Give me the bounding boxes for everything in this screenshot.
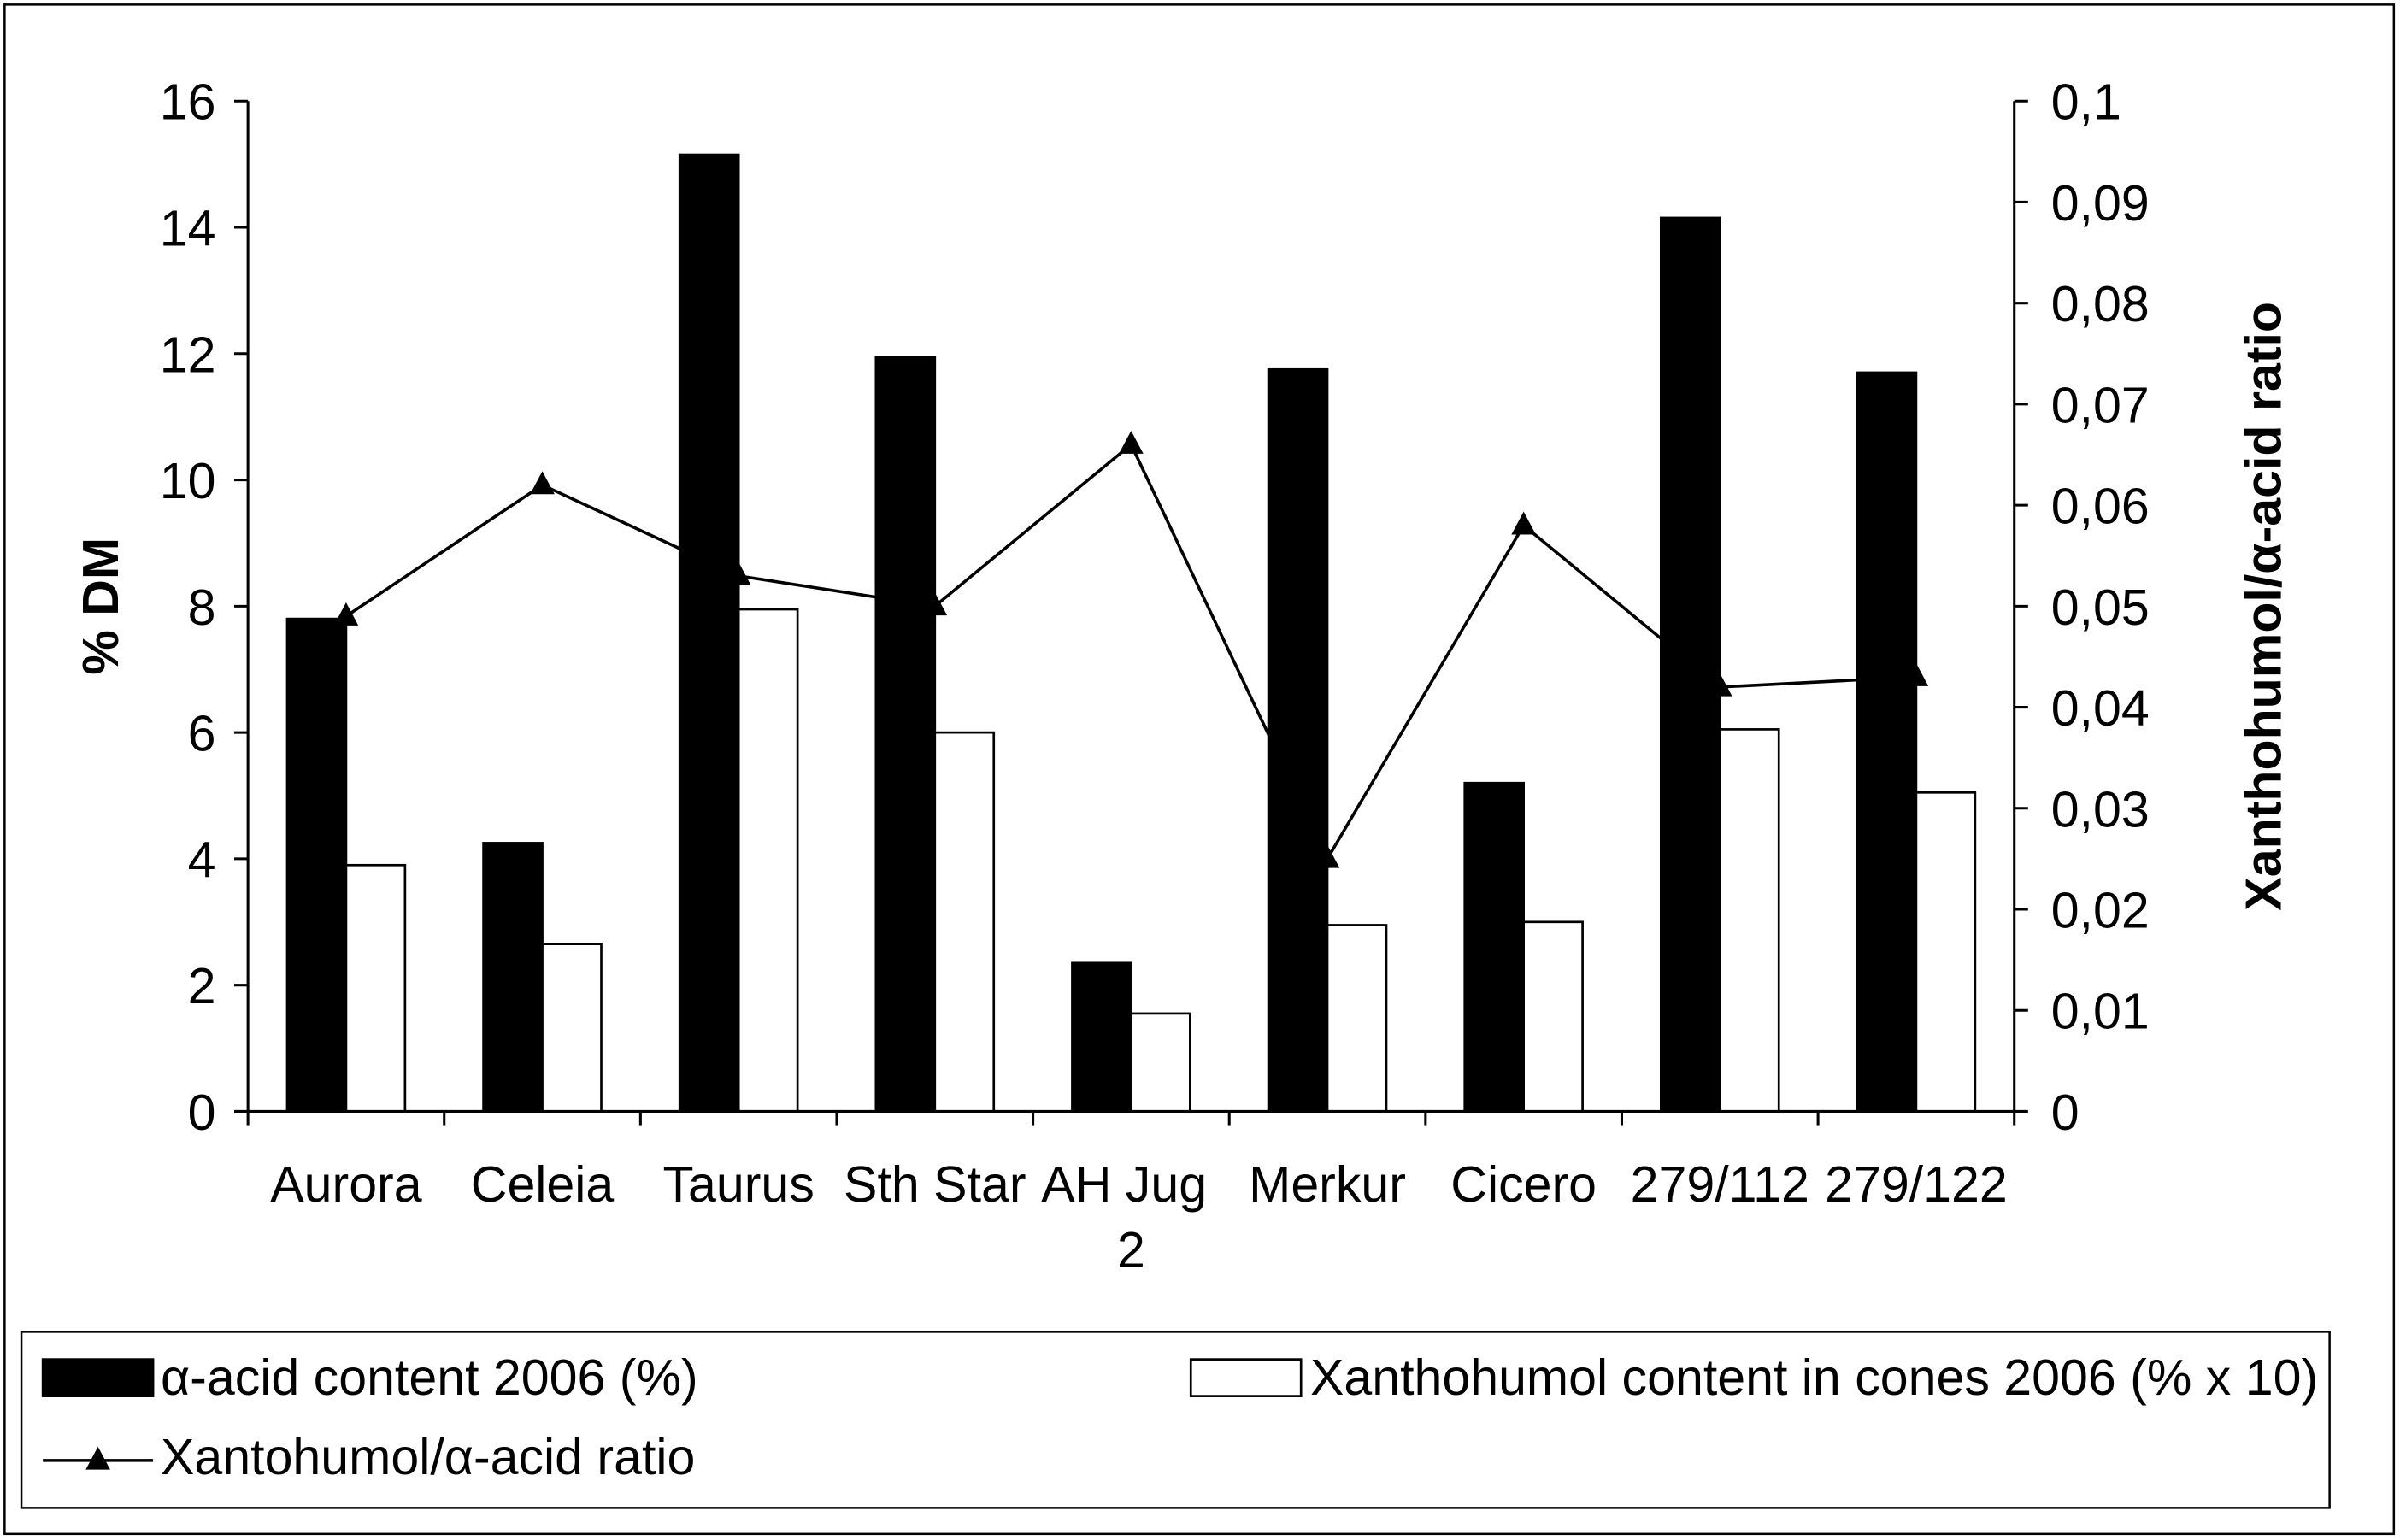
y2-tick-label: 0,02: [2051, 881, 2150, 938]
y-tick-label: 6: [188, 705, 216, 762]
ratio-marker: [333, 602, 359, 626]
xanthohumol-bar: [1130, 1012, 1191, 1113]
alpha-acid-bar: [678, 153, 740, 1113]
y-tick-label: 8: [188, 579, 216, 636]
legend-box: [20, 1331, 2331, 1509]
xanthohumol-bar: [541, 943, 603, 1113]
alpha-acid-bar: [1267, 367, 1329, 1113]
y2-tick-label: 0,1: [2051, 73, 2121, 131]
ratio-marker: [1707, 673, 1732, 697]
x-category-label: Taurus: [662, 1155, 814, 1213]
ratio-marker: [1315, 844, 1340, 868]
xanthohumol-bar: [933, 731, 996, 1113]
alpha-acid-bar: [285, 617, 348, 1113]
legend-swatch-alpha-acid: [41, 1358, 155, 1397]
alpha-acid-bar: [1856, 371, 1918, 1113]
ratio-marker: [1903, 662, 1929, 686]
x-category-label: 279/112: [1631, 1155, 1809, 1213]
x-category-label: 279/122: [1825, 1155, 2008, 1213]
alpha-acid-bar: [874, 356, 937, 1113]
y-tick-label: 0: [188, 1084, 216, 1141]
x-category-label: Cicero: [1450, 1155, 1597, 1213]
xanthohumol-bar: [1522, 920, 1584, 1113]
y2-tick-label: 0,06: [2051, 478, 2150, 535]
alpha-acid-bar: [1463, 781, 1526, 1113]
legend-label-xanthohumol: Xanthohumol content in cones 2006 (% x 1…: [1310, 1349, 2318, 1406]
y2-tick-label: 0,04: [2051, 679, 2150, 737]
y2-axis-title: Xanthohumol/α-acid ratio: [2234, 302, 2291, 911]
triangle-marker-icon: [85, 1446, 110, 1470]
x-category-label: Celeia: [471, 1155, 615, 1213]
xanthohumol-bar: [1915, 791, 1977, 1113]
y-tick-label: 14: [160, 199, 216, 256]
ratio-marker: [1511, 511, 1536, 535]
ratio-marker: [530, 471, 555, 495]
alpha-acid-bar: [482, 842, 544, 1113]
legend-swatch-xanthohumol: [1189, 1358, 1303, 1397]
y-axis-title: % DM: [72, 538, 129, 675]
legend: α-acid content 2006 (%) Xanthohumol cont…: [20, 1331, 2331, 1509]
y-tick-label: 12: [160, 326, 216, 383]
x-category-label: Merkur: [1249, 1155, 1406, 1213]
alpha-acid-bar: [1071, 961, 1132, 1113]
y2-tick-label: 0: [2051, 1084, 2079, 1141]
y-tick-label: 16: [160, 73, 216, 131]
y-tick-label: 4: [188, 831, 216, 888]
y2-tick-label: 0,09: [2051, 174, 2150, 232]
xanthohumol-bar: [737, 608, 799, 1113]
axes: [233, 99, 2028, 1126]
x-category-label: Sth Star: [844, 1155, 1026, 1213]
x-category-label: Aurora: [270, 1155, 421, 1213]
xanthohumol-bar: [1326, 924, 1388, 1113]
y-tick-label: 2: [188, 957, 216, 1014]
axis-labels: 0 2 4 6 8 10 12 14 16 0 0,01 0,02 0,03 0,04 0,05 0,06 0,…: [160, 73, 2150, 1278]
legend-label-alpha-acid: α-acid content 2006 (%): [161, 1349, 698, 1406]
bar-series: [285, 153, 1977, 1113]
xanthohumol-bar: [1718, 728, 1780, 1113]
y-tick-label: 10: [160, 452, 216, 509]
xanthohumol-bar: [344, 863, 407, 1113]
y2-tick-label: 0,03: [2051, 780, 2150, 838]
x-category-label: AH Jug 2: [1041, 1155, 1221, 1278]
legend-label-ratio: Xantohumol/α-acid ratio: [161, 1428, 695, 1485]
ratio-marker: [726, 561, 751, 585]
figure-frame: [3, 3, 2396, 1536]
ratio-marker: [922, 592, 948, 616]
y2-tick-label: 0,05: [2051, 579, 2150, 636]
y2-tick-label: 0,07: [2051, 376, 2150, 433]
ratio-series: [333, 431, 1929, 868]
y2-tick-label: 0,08: [2051, 275, 2150, 332]
ratio-marker: [1119, 431, 1144, 454]
y2-tick-label: 0,01: [2051, 983, 2150, 1040]
